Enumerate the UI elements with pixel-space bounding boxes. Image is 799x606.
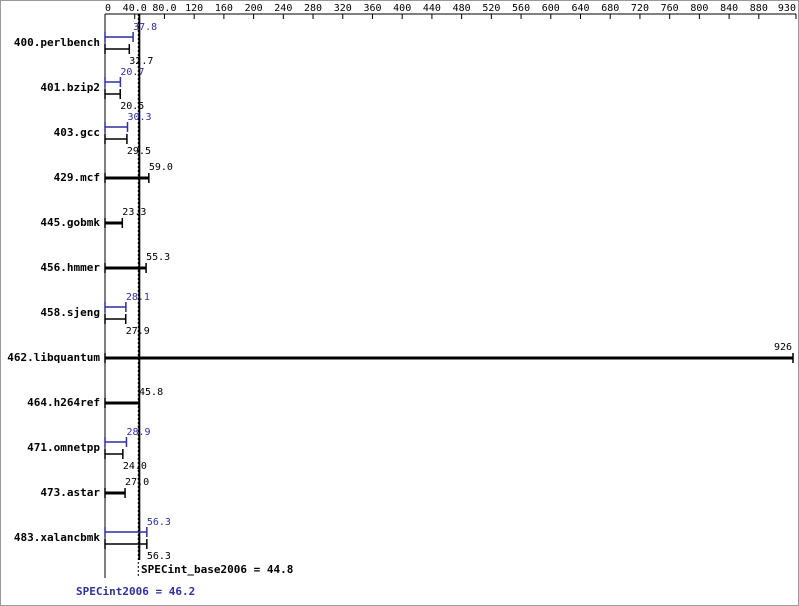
x-tick-label: 720: [631, 3, 649, 14]
category-label: 464.h264ref: [27, 396, 100, 409]
x-tick-label: 120: [185, 3, 203, 14]
x-tick-label: 880: [750, 3, 768, 14]
category-label: 462.libquantum: [7, 351, 100, 364]
category-label: 403.gcc: [54, 126, 100, 139]
x-tick-label: 930: [778, 3, 796, 14]
x-tick-label: 320: [334, 3, 352, 14]
value-label: 30.3: [128, 112, 152, 123]
x-tick-label: 680: [601, 3, 619, 14]
category-label: 483.xalancbmk: [14, 531, 100, 544]
x-tick-label: 0: [105, 3, 111, 14]
value-label: 45.8: [139, 387, 163, 398]
x-tick-label: 200: [245, 3, 263, 14]
value-label: 27.9: [126, 326, 150, 337]
peak-summary: SPECint2006 = 46.2: [76, 585, 195, 598]
value-label: 20.7: [120, 67, 144, 78]
x-tick-label: 240: [274, 3, 292, 14]
x-tick-label: 760: [661, 3, 679, 14]
x-tick-label: 400: [393, 3, 411, 14]
value-label: 28.9: [126, 427, 150, 438]
category-label: 473.astar: [40, 486, 100, 499]
category-label: 471.omnetpp: [27, 441, 100, 454]
x-tick-label: 360: [363, 3, 381, 14]
value-label: 28.1: [126, 292, 150, 303]
base-summary: SPECint_base2006 = 44.8: [141, 563, 293, 576]
value-label: 59.0: [149, 162, 173, 173]
category-label: 400.perlbench: [14, 36, 100, 49]
x-tick-label: 600: [542, 3, 560, 14]
value-label: 37.8: [133, 22, 157, 33]
x-tick-label: 280: [304, 3, 322, 14]
category-label: 456.hmmer: [40, 261, 100, 274]
value-label: 20.5: [120, 101, 144, 112]
value-label: 27.0: [125, 477, 149, 488]
value-label: 926: [774, 342, 792, 353]
value-label: 24.0: [123, 461, 147, 472]
x-tick-label: 800: [690, 3, 708, 14]
category-label: 458.sjeng: [40, 306, 100, 319]
x-tick-label: 80.0: [152, 3, 176, 14]
x-tick-label: 440: [423, 3, 441, 14]
value-label: 29.5: [127, 146, 151, 157]
x-tick-label: 480: [453, 3, 471, 14]
x-tick-label: 840: [720, 3, 738, 14]
value-label: 56.3: [147, 517, 171, 528]
category-label: 401.bzip2: [40, 81, 100, 94]
value-label: 23.3: [122, 207, 146, 218]
category-label: 429.mcf: [54, 171, 100, 184]
x-tick-label: 560: [512, 3, 530, 14]
value-label: 56.3: [147, 551, 171, 562]
x-tick-label: 40.0: [123, 3, 147, 14]
value-label: 55.3: [146, 252, 170, 263]
x-tick-label: 640: [571, 3, 589, 14]
x-tick-label: 160: [215, 3, 233, 14]
x-tick-label: 520: [482, 3, 500, 14]
category-label: 445.gobmk: [40, 216, 100, 229]
value-label: 32.7: [129, 56, 153, 67]
